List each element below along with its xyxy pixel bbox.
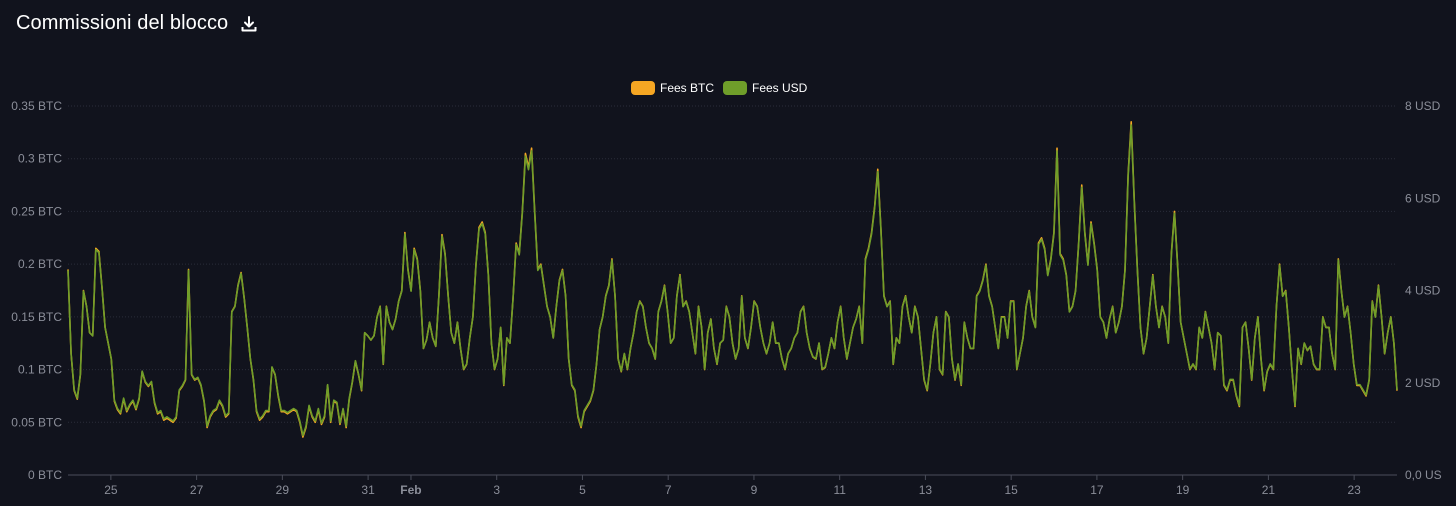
- y-axis-left: 0 BTC 0.05 BTC 0.1 BTC 0.15 BTC 0.2 BTC 0.25 …: [11, 99, 62, 482]
- y-right-tick-label: 4 USD: [1405, 284, 1441, 298]
- x-tick-label: 11: [833, 483, 846, 497]
- x-tick-label: 13: [919, 483, 933, 497]
- x-tick-label: 21: [1262, 483, 1276, 497]
- y-left-tick-label: 0.35 BTC: [11, 99, 62, 113]
- x-tick-label: 29: [276, 483, 290, 497]
- x-tick-label: 23: [1347, 483, 1361, 497]
- x-tick-label: Feb: [400, 483, 421, 497]
- chart-title: Commissioni del blocco: [16, 12, 229, 34]
- x-tick-label: 3: [493, 483, 500, 497]
- x-tick-label: 27: [190, 483, 204, 497]
- y-right-tick-label: 6 USD: [1405, 191, 1441, 205]
- x-tick-label: 31: [361, 483, 375, 497]
- x-tick-label: 5: [579, 483, 586, 497]
- legend[interactable]: Fees BTC Fees USD: [631, 81, 808, 95]
- legend-swatch: [631, 81, 655, 95]
- legend-item-fees-usd[interactable]: Fees USD: [723, 81, 808, 95]
- x-tick-label: 25: [104, 483, 118, 497]
- series-lines: [67, 121, 1398, 438]
- x-axis: 25 27 29 31 Feb 3 5 7 9 11 13 15 17 19 21 23: [104, 475, 1361, 497]
- y-right-tick-label: 0,0 US: [1405, 468, 1442, 482]
- x-tick-label: 19: [1176, 483, 1190, 497]
- series-line-fees-usd: [67, 124, 1398, 437]
- legend-label: Fees USD: [752, 81, 808, 95]
- grid-lines: [68, 105, 1397, 476]
- y-right-tick-label: 2 USD: [1405, 376, 1441, 390]
- x-tick-label: 7: [665, 483, 672, 497]
- series-line-fees-btc: [67, 121, 1398, 438]
- y-left-tick-label: 0.1 BTC: [18, 363, 62, 377]
- chart-header: Commissioni del blocco: [16, 12, 258, 35]
- legend-swatch: [723, 81, 747, 95]
- legend-item-fees-btc[interactable]: Fees BTC: [631, 81, 714, 95]
- legend-label: Fees BTC: [660, 81, 714, 95]
- download-icon[interactable]: [240, 15, 258, 33]
- x-tick-label: 15: [1004, 483, 1018, 497]
- x-tick-label: 17: [1090, 483, 1104, 497]
- y-left-tick-label: 0.3 BTC: [18, 152, 62, 166]
- y-left-tick-label: 0.2 BTC: [18, 257, 62, 271]
- y-left-tick-label: 0.25 BTC: [11, 204, 62, 218]
- y-axis-right: 0,0 US 2 USD 4 USD 6 USD 8 USD: [1405, 99, 1442, 482]
- y-right-tick-label: 8 USD: [1405, 99, 1441, 113]
- y-left-tick-label: 0.15 BTC: [11, 310, 62, 324]
- y-left-tick-label: 0.05 BTC: [11, 415, 62, 429]
- x-tick-label: 9: [751, 483, 758, 497]
- y-left-tick-label: 0 BTC: [28, 468, 62, 482]
